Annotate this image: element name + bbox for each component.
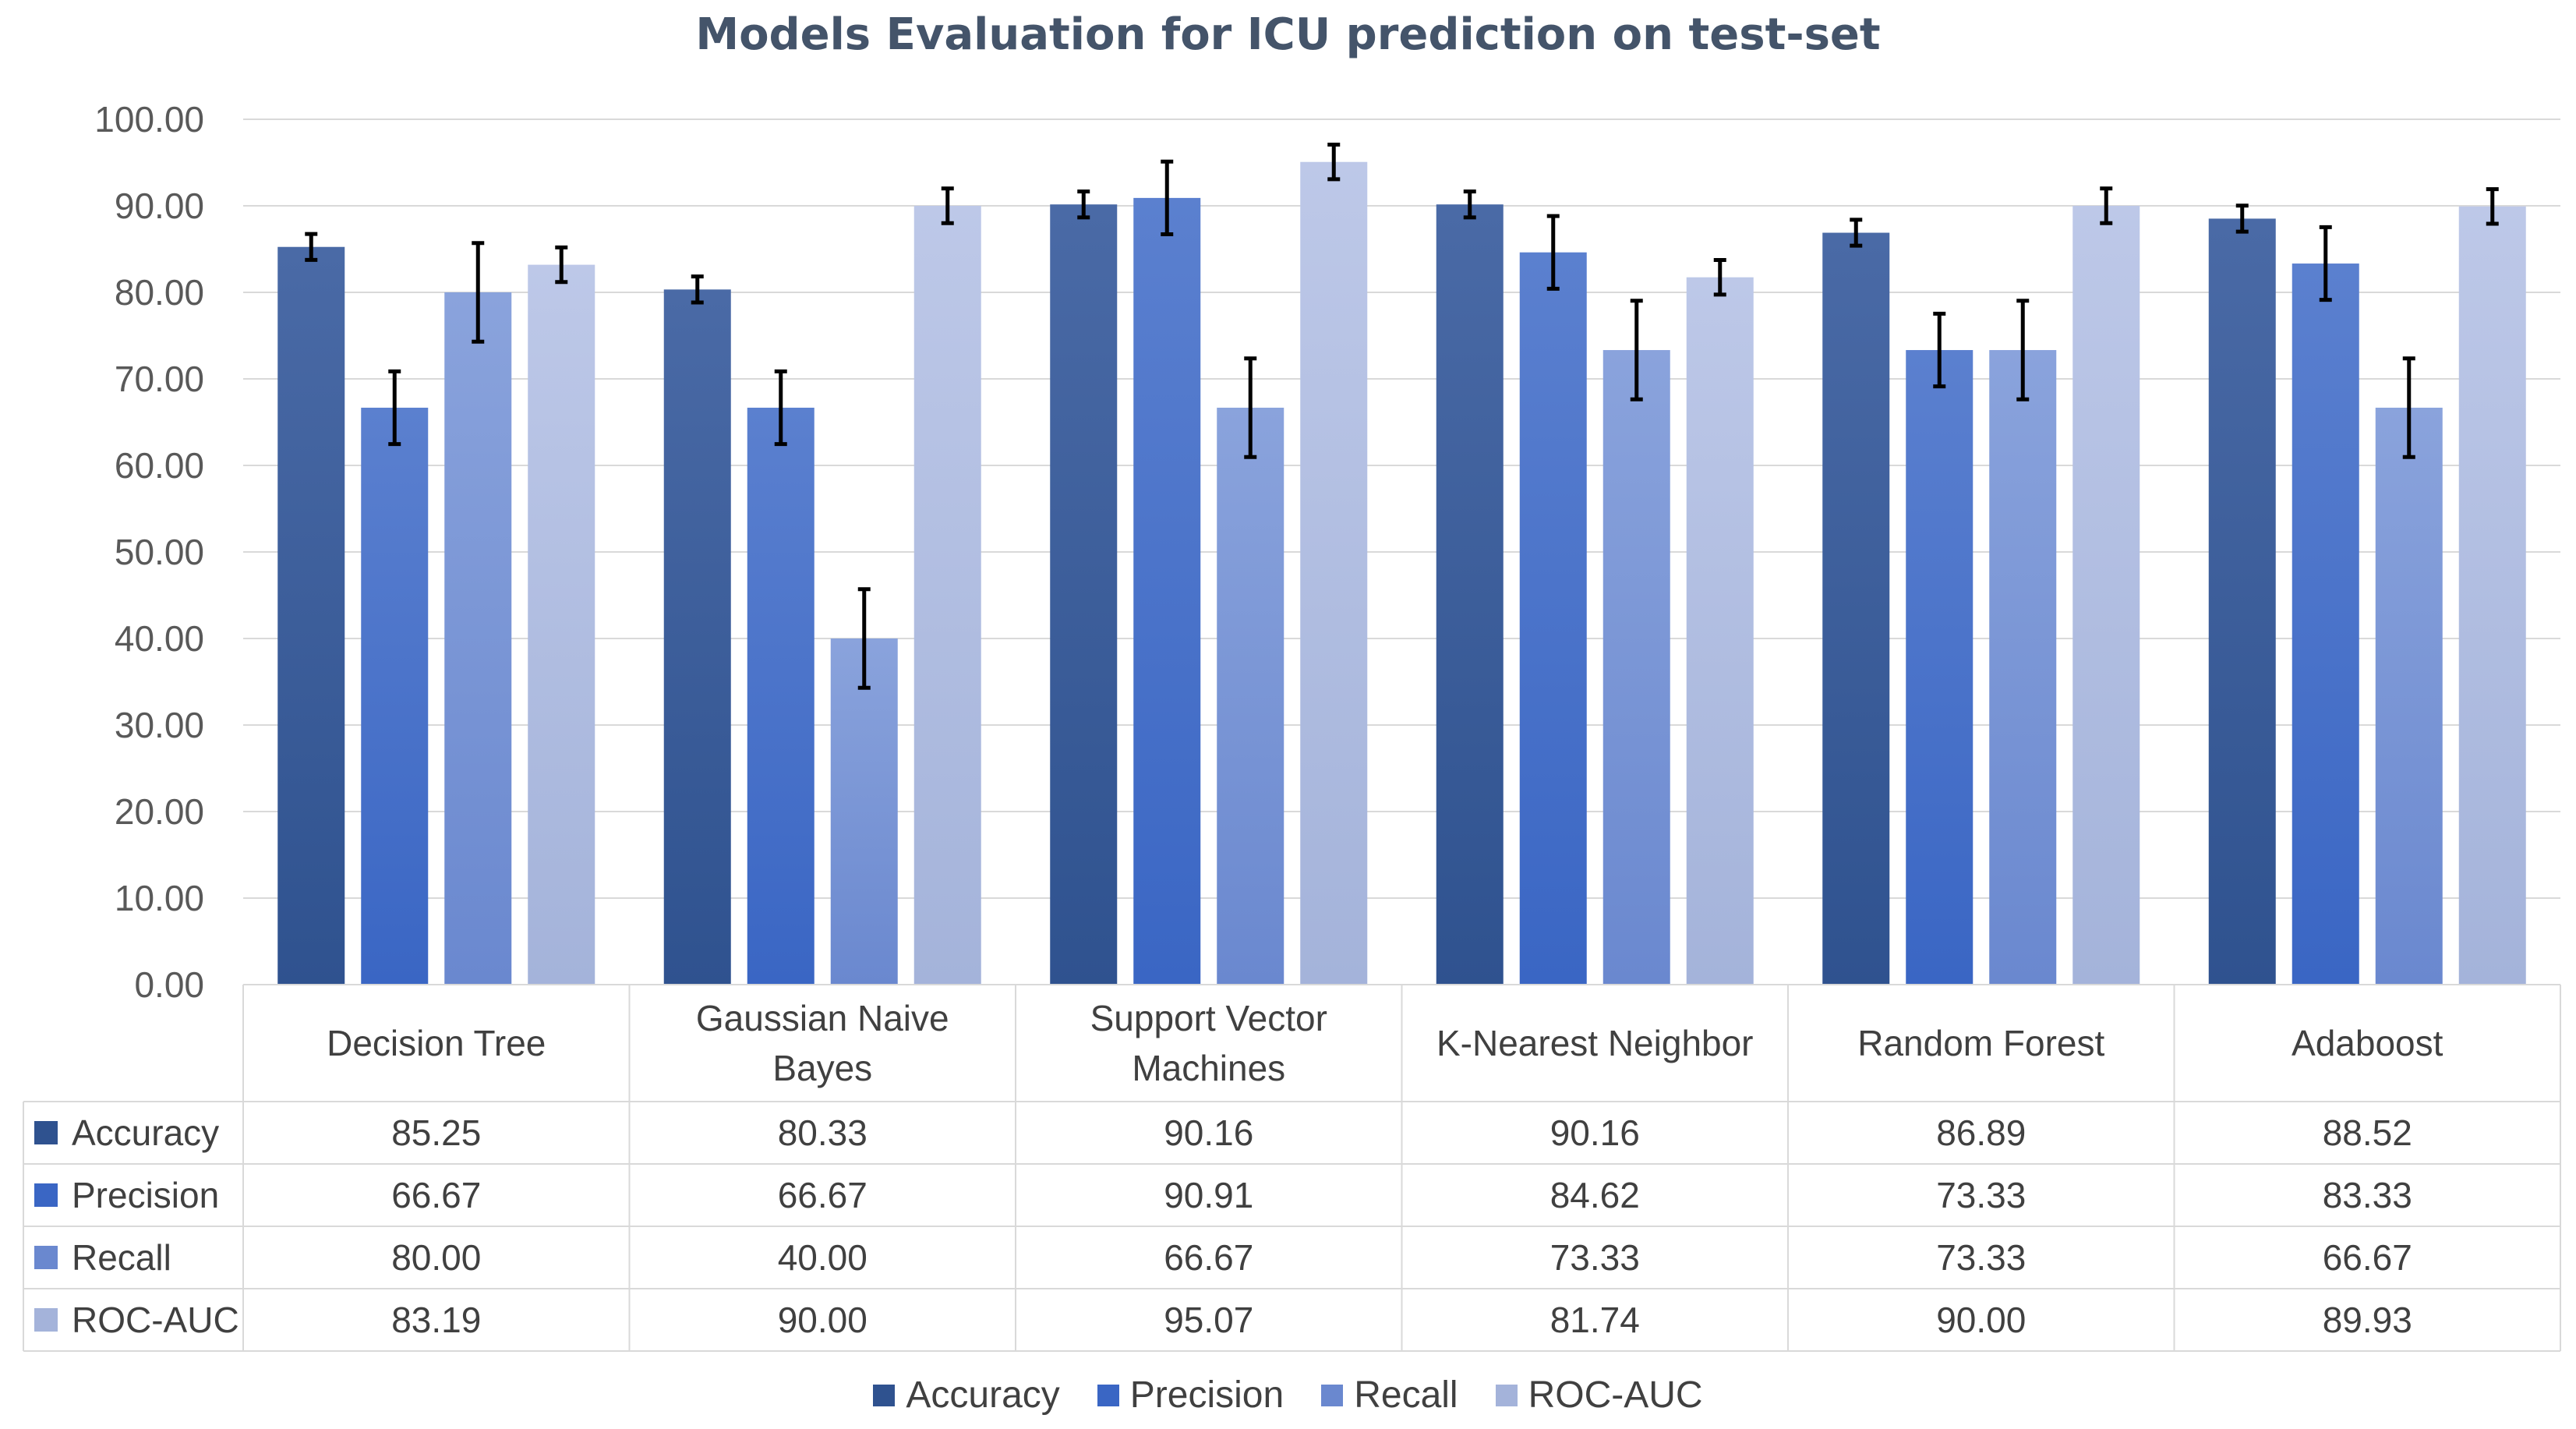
table-row-header: Precision xyxy=(72,1175,219,1215)
table-cell-value: 73.33 xyxy=(1936,1175,2026,1215)
legend-swatch xyxy=(1321,1384,1344,1406)
table-cell-value: 80.33 xyxy=(778,1112,868,1153)
table-cell-value: 84.62 xyxy=(1550,1175,1640,1215)
bar-roc-auc xyxy=(528,264,595,985)
table-legend-key-precision xyxy=(34,1183,58,1207)
table-cell-value: 95.07 xyxy=(1164,1300,1253,1340)
bar-accuracy xyxy=(1822,232,1890,985)
x-category-label: K-Nearest Neighbor xyxy=(1436,1023,1754,1063)
table-cell-value: 90.16 xyxy=(1550,1112,1640,1153)
legend-label: Recall xyxy=(1354,1374,1458,1416)
bar-recall xyxy=(1989,350,2057,985)
table-cell-value: 86.89 xyxy=(1936,1112,2026,1153)
table-cell-value: 66.67 xyxy=(391,1175,481,1215)
table-cell-value: 90.00 xyxy=(778,1300,868,1340)
y-tick-label: 40.00 xyxy=(115,618,204,659)
x-category-label: Machines xyxy=(1132,1048,1285,1088)
table-cell-value: 90.00 xyxy=(1936,1300,2026,1340)
table-row-header: ROC-AUC xyxy=(72,1300,239,1340)
y-tick-label: 0.00 xyxy=(134,964,204,1005)
chart-title: Models Evaluation for ICU prediction on … xyxy=(695,9,1881,60)
table-row-header: Recall xyxy=(72,1237,171,1278)
table-cell-value: 66.67 xyxy=(1164,1237,1253,1278)
bar-recall xyxy=(830,638,898,985)
legend-label: Accuracy xyxy=(906,1374,1060,1416)
legend-item: Precision xyxy=(1097,1374,1284,1417)
table-cell-value: 66.67 xyxy=(2323,1237,2412,1278)
bar-recall xyxy=(1602,350,1670,985)
legend-item: Recall xyxy=(1321,1374,1458,1417)
legend-label: ROC-AUC xyxy=(1528,1374,1703,1416)
y-tick-label: 30.00 xyxy=(115,705,204,745)
bar-accuracy xyxy=(2208,218,2276,985)
table-cell-value: 89.93 xyxy=(2323,1300,2412,1340)
bar-roc-auc xyxy=(1686,277,1754,985)
y-tick-label: 80.00 xyxy=(115,272,204,313)
y-tick-label: 20.00 xyxy=(115,791,204,832)
table-cell-value: 83.33 xyxy=(2323,1175,2412,1215)
legend-swatch xyxy=(1097,1384,1119,1406)
bar-accuracy xyxy=(277,246,345,985)
bar-precision xyxy=(1519,252,1587,985)
table-cell-value: 83.19 xyxy=(391,1300,481,1340)
bar-recall xyxy=(444,292,512,985)
y-tick-label: 70.00 xyxy=(115,359,204,399)
table-cell-value: 85.25 xyxy=(391,1112,481,1153)
legend-swatch xyxy=(873,1384,896,1406)
legend-item: ROC-AUC xyxy=(1495,1374,1703,1417)
bar-precision xyxy=(1133,197,1201,985)
legend-swatch xyxy=(1495,1384,1518,1406)
y-tick-label: 10.00 xyxy=(115,878,204,918)
x-category-label: Adaboost xyxy=(2292,1023,2443,1063)
y-tick-label: 100.00 xyxy=(94,99,204,140)
legend-item: Accuracy xyxy=(873,1374,1060,1417)
table-cell-value: 73.33 xyxy=(1936,1237,2026,1278)
bar-roc-auc xyxy=(2458,206,2526,985)
y-tick-label: 60.00 xyxy=(115,445,204,486)
bar-roc-auc xyxy=(1300,161,1368,985)
table-legend-key-roc-auc xyxy=(34,1308,58,1332)
table-cell-value: 40.00 xyxy=(778,1237,868,1278)
x-category-label: Bayes xyxy=(772,1048,872,1088)
table-cell-value: 80.00 xyxy=(391,1237,481,1278)
x-category-label: Decision Tree xyxy=(327,1023,546,1063)
bar-roc-auc xyxy=(913,206,981,985)
bar-accuracy xyxy=(1436,204,1504,985)
bar-recall xyxy=(1217,407,1284,985)
table-cell-value: 73.33 xyxy=(1550,1237,1640,1278)
x-category-label: Random Forest xyxy=(1857,1023,2104,1063)
table-cell-value: 88.52 xyxy=(2323,1112,2412,1153)
table-cell-value: 66.67 xyxy=(778,1175,868,1215)
bar-accuracy xyxy=(1050,204,1118,985)
bar-accuracy xyxy=(663,289,731,985)
bar-precision xyxy=(2292,264,2359,985)
bar-precision xyxy=(1906,350,1974,985)
y-tick-label: 90.00 xyxy=(115,186,204,226)
bar-precision xyxy=(747,407,814,985)
table-row-header: Accuracy xyxy=(72,1112,219,1153)
table-cell-value: 90.16 xyxy=(1164,1112,1253,1153)
x-category-label: Support Vector xyxy=(1090,998,1327,1038)
bar-roc-auc xyxy=(2072,206,2140,985)
chart-legend: Accuracy Precision Recall ROC-AUC xyxy=(0,1374,2576,1417)
y-tick-label: 50.00 xyxy=(115,532,204,572)
table-cell-value: 81.74 xyxy=(1550,1300,1640,1340)
table-cell-value: 90.91 xyxy=(1164,1175,1253,1215)
legend-label: Precision xyxy=(1129,1374,1284,1416)
bar-recall xyxy=(2375,407,2443,985)
x-category-label: Gaussian Naive xyxy=(696,998,949,1038)
table-legend-key-recall xyxy=(34,1246,58,1269)
bar-precision xyxy=(361,407,429,985)
table-legend-key-accuracy xyxy=(34,1121,58,1144)
